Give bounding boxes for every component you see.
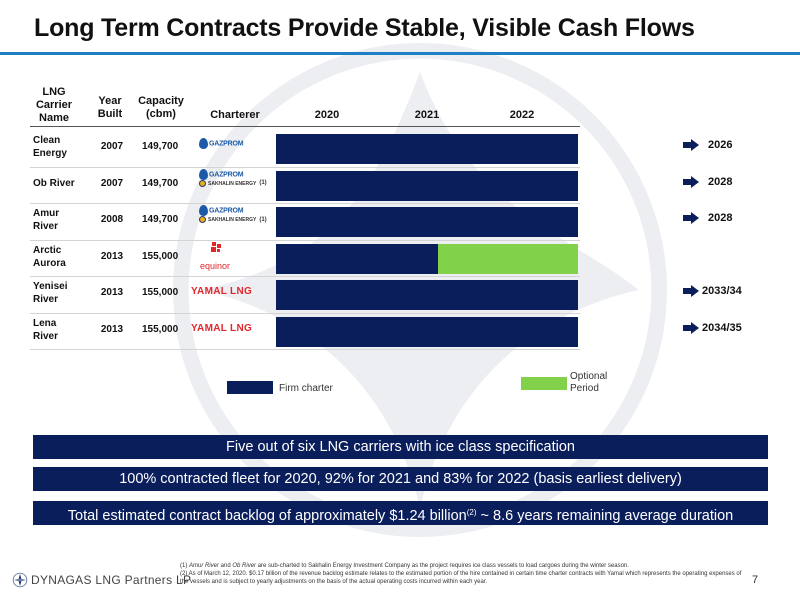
sakhalin-energy-logo: SAKHALIN ENERGY (1): [199, 216, 267, 223]
arrow-right-icon: [683, 139, 699, 151]
sakhalin-logo-icon: [199, 179, 206, 187]
row-divider: [30, 349, 580, 350]
footnote-2: (2) As of March 12, 2020. $0.17 billion …: [180, 571, 742, 585]
footnote-1: (1) Amur River and Ob River are sub-char…: [180, 563, 629, 569]
equinor-logo: equinor: [197, 241, 233, 271]
gazprom-logo: GAZPROM: [199, 138, 244, 149]
capacity: 155,000: [142, 250, 179, 262]
carrier-name: Amur River: [33, 208, 60, 232]
firm-charter-bar: [276, 243, 438, 274]
row-divider: [30, 239, 580, 241]
sakhalin-energy-logo: SAKHALIN ENERGY (1): [199, 179, 267, 187]
header-charterer: Charterer: [210, 109, 260, 121]
page-number: 7: [752, 574, 759, 586]
footnote-mark: (1): [259, 216, 267, 223]
legend-optional-swatch: [521, 377, 567, 390]
row-divider: [30, 166, 580, 168]
carrier-name: Ob River: [33, 177, 75, 189]
carrier-name: Yenisei River: [33, 281, 68, 305]
arrow-right-icon: [683, 321, 699, 334]
banner-contracted-fleet: 100% contracted fleet for 2020, 92% for …: [33, 467, 768, 491]
header-year-2020: 2020: [314, 109, 340, 121]
gazprom-logo: GAZPROM SAKHALIN ENERGY (1): [199, 168, 267, 187]
capacity: 155,000: [142, 287, 179, 298]
capacity: 155,000: [142, 323, 179, 335]
contract-expiry: 2034/35: [702, 321, 742, 334]
banner-ice-class: Five out of six LNG carriers with ice cl…: [33, 435, 768, 459]
yamal-lng-logo: YAMAL LNG: [191, 322, 253, 334]
year-built: 2013: [100, 250, 124, 262]
contract-expiry: 2026: [708, 139, 733, 151]
capacity: 149,700: [142, 141, 179, 152]
legend-firm-label: Firm charter: [279, 383, 333, 394]
year-built: 2008: [100, 214, 124, 225]
arrow-right-icon: [683, 285, 699, 297]
header-year-2021: 2021: [414, 109, 440, 121]
capacity: 149,700: [142, 177, 179, 189]
header-capacity: Capacity (cbm): [138, 95, 184, 120]
gazprom-flame-icon: [199, 138, 208, 149]
yamal-lng-logo: YAMAL LNG: [191, 286, 253, 297]
carrier-name: Lena River: [33, 317, 59, 342]
row-divider: [30, 312, 580, 314]
contract-expiry: 2028: [708, 212, 733, 224]
contract-expiry: 2033/34: [702, 285, 742, 297]
firm-charter-bar: [276, 280, 578, 310]
optional-period-bar: [438, 243, 578, 274]
row-divider: [30, 203, 580, 204]
legend-optional-label: Optional Period: [570, 371, 608, 394]
sakhalin-logo-icon: [199, 216, 206, 223]
gazprom-logo: GAZPROM SAKHALIN ENERGY (1): [199, 205, 267, 223]
year-built: 2007: [100, 177, 124, 189]
header-year-2022: 2022: [509, 109, 535, 121]
firm-charter-bar: [276, 207, 578, 237]
capacity: 149,700: [142, 214, 179, 225]
year-built: 2013: [100, 287, 124, 298]
firm-charter-bar: [276, 170, 578, 201]
year-built: 2013: [100, 323, 124, 335]
header-rule: [30, 126, 580, 127]
legend-firm-swatch: [227, 381, 273, 394]
banner-backlog: Total estimated contract backlog of appr…: [33, 501, 768, 525]
row-divider: [30, 276, 580, 277]
header-carrier-name: LNG Carrier Name: [35, 86, 73, 124]
carrier-name: Arctic Aurora: [33, 244, 66, 269]
carrier-name: Clean Energy: [33, 135, 67, 159]
header-year-built: Year Built: [97, 95, 123, 120]
dynagas-logo-icon: [12, 572, 28, 588]
brand-name: DYNAGAS LNG Partners LP: [31, 573, 192, 587]
gazprom-flame-icon: [199, 168, 208, 180]
page-title: Long Term Contracts Provide Stable, Visi…: [34, 14, 695, 42]
arrow-right-icon: [683, 212, 699, 224]
footnote-mark: (1): [259, 180, 267, 187]
arrow-right-icon: [683, 175, 699, 188]
contract-expiry: 2028: [708, 175, 733, 188]
firm-charter-bar: [276, 316, 578, 347]
year-built: 2007: [100, 141, 124, 152]
firm-charter-bar: [276, 134, 578, 164]
equinor-star-icon: [211, 241, 221, 252]
gazprom-flame-icon: [199, 205, 208, 216]
title-rule: [0, 52, 800, 55]
